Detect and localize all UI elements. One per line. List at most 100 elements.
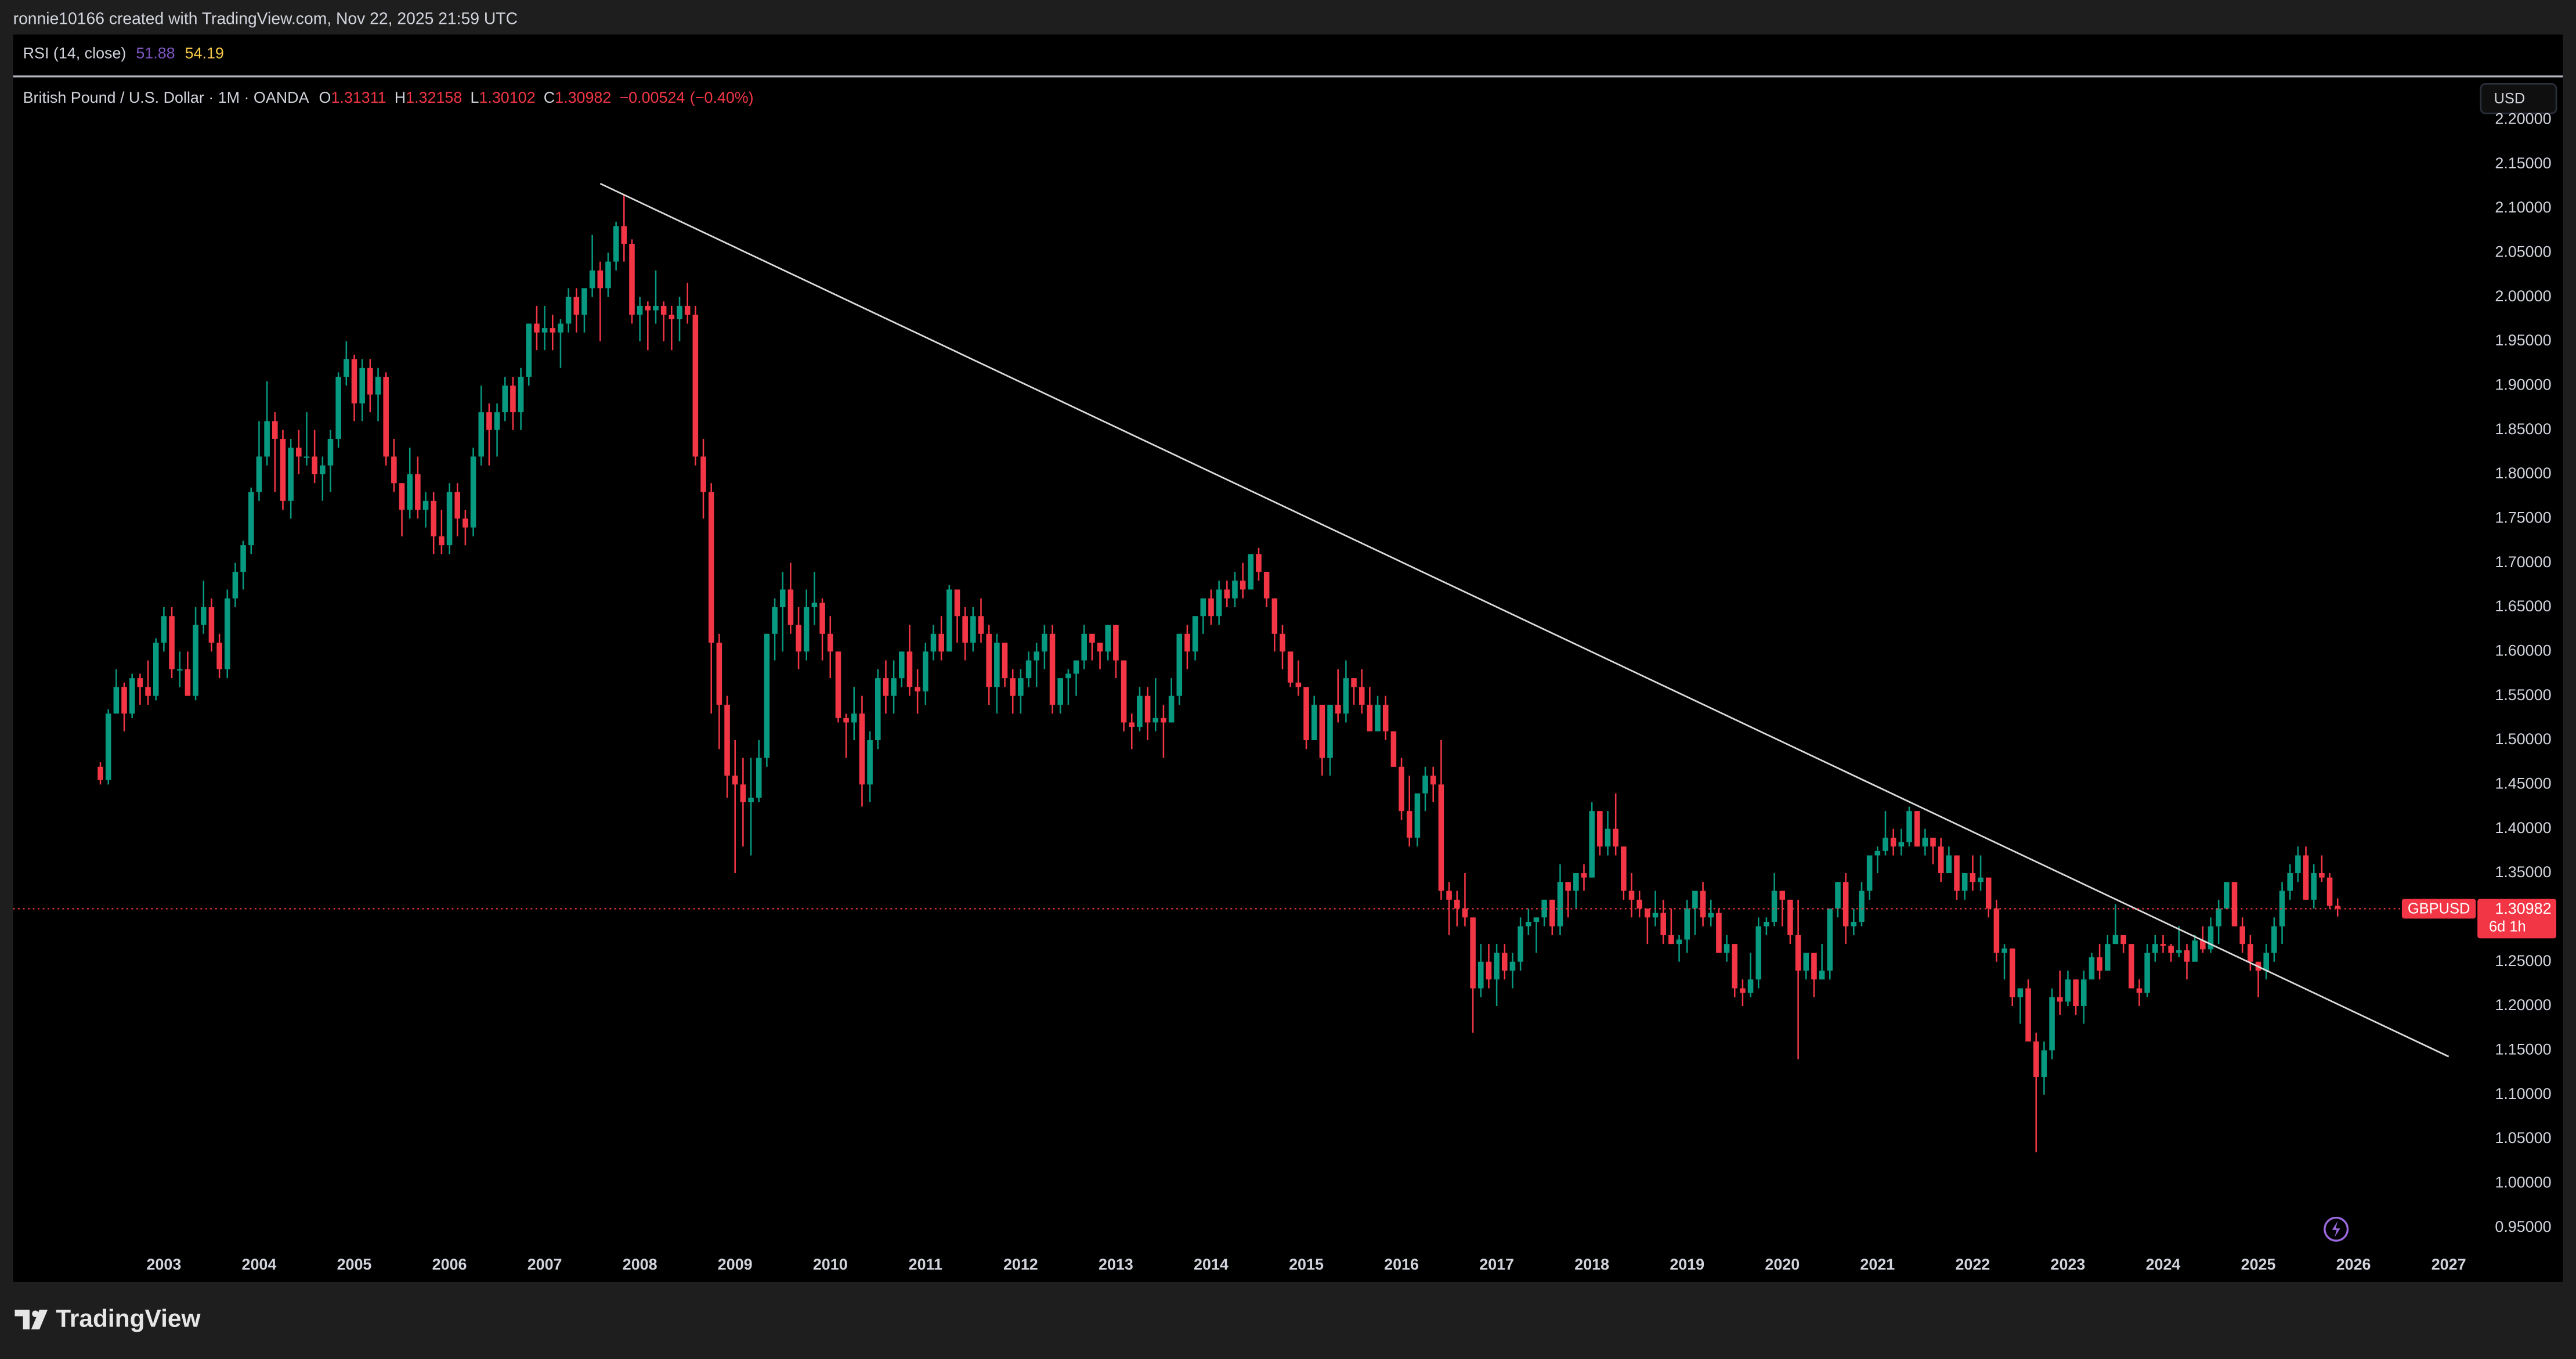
candle-body	[597, 270, 604, 289]
candle-body	[843, 718, 849, 723]
candle-body	[573, 297, 580, 315]
candle-body	[2089, 957, 2095, 980]
candle-body	[367, 367, 373, 395]
candle-body	[2057, 997, 2063, 1002]
candle-body	[2009, 948, 2015, 997]
candle-body	[2065, 979, 2071, 1002]
candle-body	[1390, 731, 1397, 767]
currency-button[interactable]	[2480, 82, 2557, 114]
candle-body	[312, 456, 317, 475]
x-tick-label: 2021	[1860, 1256, 1895, 1273]
candle-body	[208, 607, 215, 643]
candle-body	[764, 633, 770, 758]
candle-body	[534, 323, 540, 333]
currency-label[interactable]: USD	[2494, 91, 2525, 107]
symbol-tag	[2401, 899, 2476, 919]
legend-key: H	[395, 89, 406, 106]
candle-body	[867, 740, 873, 785]
candle-body	[422, 500, 429, 510]
candle-body	[415, 474, 421, 510]
candle-body	[1993, 909, 2000, 953]
candle-body	[708, 492, 714, 643]
x-tick-label: 2008	[623, 1256, 657, 1273]
candle-body	[304, 456, 310, 458]
candle-body	[2335, 906, 2341, 909]
candle-body	[1018, 678, 1024, 696]
legend-key: C	[544, 89, 555, 106]
candle-body	[938, 633, 944, 652]
logo-text: TradingView	[56, 1305, 201, 1332]
candle-body	[827, 633, 833, 652]
candle-body	[669, 315, 675, 319]
candle-body	[1477, 961, 1484, 989]
candle-body	[1700, 891, 1706, 918]
candle-body	[906, 651, 913, 687]
y-tick-label: 1.00000	[2495, 1173, 2551, 1191]
candle-body	[1311, 704, 1317, 741]
candle-body	[1549, 899, 1555, 927]
candle-body	[446, 492, 453, 546]
candle-body	[2303, 855, 2309, 900]
logo-dot	[32, 1310, 39, 1317]
candle-body	[272, 421, 278, 439]
candle-body	[1970, 873, 1976, 882]
legend-change: −0.00524	[619, 89, 685, 106]
candle-body	[946, 589, 952, 652]
candle-body	[613, 226, 619, 262]
candle-body	[772, 607, 778, 634]
candle-body	[803, 607, 810, 652]
candle-body	[2144, 953, 2150, 993]
candle-body	[1002, 643, 1008, 679]
y-tick-label: 0.95000	[2495, 1218, 2551, 1235]
candle-body	[248, 492, 254, 546]
candle-body	[621, 226, 627, 244]
candle-body	[565, 297, 572, 324]
candle-body	[2271, 926, 2277, 953]
candle-body	[1263, 571, 1270, 599]
candle-body	[2176, 950, 2182, 953]
y-tick-label: 1.45000	[2495, 774, 2551, 792]
candle-body	[2073, 979, 2079, 1007]
candle-body	[2263, 953, 2269, 971]
candle-body	[541, 328, 548, 333]
candle-body	[200, 607, 207, 625]
alert-icon[interactable]	[2324, 1216, 2349, 1242]
candle-body	[2231, 882, 2238, 927]
candle-body	[2097, 957, 2102, 971]
candle-body	[1795, 935, 1801, 971]
candle-body	[970, 616, 976, 643]
candle-body	[2168, 946, 2174, 953]
candle-body	[1375, 704, 1381, 731]
candle-body	[1351, 678, 1357, 687]
candle-body	[756, 758, 762, 798]
candle-body	[2224, 882, 2230, 909]
x-tick-label: 2005	[337, 1256, 372, 1273]
y-tick-label: 1.40000	[2495, 819, 2551, 837]
candle-body	[2049, 997, 2055, 1051]
legend-open: 1.31311	[331, 89, 386, 106]
y-tick-label: 1.15000	[2495, 1040, 2551, 1058]
x-tick-label: 2016	[1384, 1256, 1419, 1273]
candle-body	[1240, 581, 1246, 590]
candle-body	[1129, 722, 1135, 727]
candle-body	[581, 288, 587, 315]
candle-body	[1906, 811, 1912, 842]
candle-body	[1740, 988, 1746, 993]
x-tick-label: 2024	[2146, 1256, 2181, 1273]
candle-body	[1724, 944, 1730, 953]
candle-body	[1557, 882, 1563, 927]
candle-body	[1978, 877, 1984, 882]
price-tag	[2477, 899, 2557, 939]
candle-body	[1271, 598, 1278, 634]
candle-body	[1256, 554, 1262, 572]
candle-body	[1645, 909, 1650, 918]
candle-body	[1985, 877, 1992, 909]
candle-body	[1137, 695, 1143, 727]
candle-body	[1502, 953, 1508, 971]
candle-body	[558, 323, 563, 333]
candle-body	[97, 766, 103, 780]
candle-body	[1589, 811, 1595, 878]
candle-body	[1359, 687, 1365, 705]
candle-body	[629, 244, 635, 315]
candle-body	[121, 687, 127, 714]
